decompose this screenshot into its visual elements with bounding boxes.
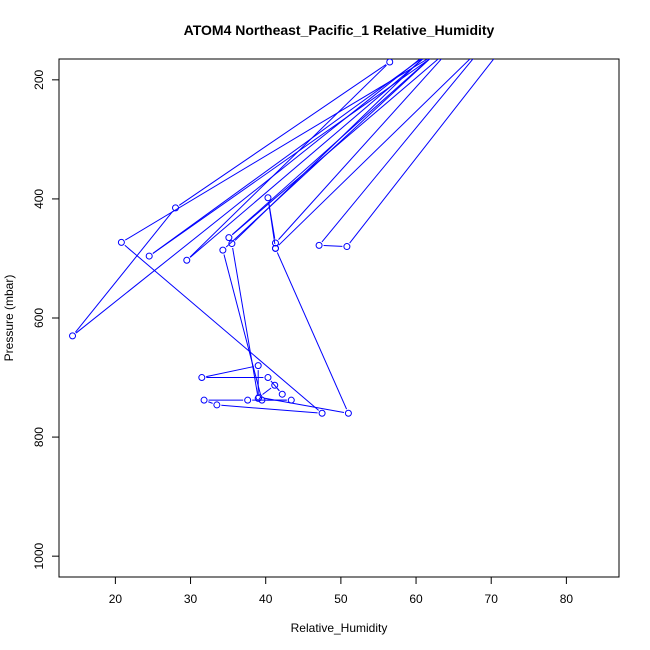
data-point <box>254 394 262 402</box>
y-tick-label: 600 <box>32 308 46 328</box>
data-point <box>117 238 125 246</box>
series-line-segment <box>268 202 276 239</box>
x-axis: 20 30 40 50 60 70 80 <box>109 577 574 606</box>
y-tick-label: 1000 <box>32 542 46 569</box>
data-point <box>264 194 272 202</box>
y-tick-label: 800 <box>32 427 46 447</box>
data-point <box>219 246 227 254</box>
data-point <box>255 393 263 401</box>
series-line-segment <box>278 59 471 246</box>
series-line-segment <box>231 59 439 236</box>
data-point <box>343 243 351 251</box>
x-tick-label: 60 <box>409 592 423 606</box>
series-line-segment <box>323 245 343 247</box>
data-point <box>449 44 455 50</box>
series-line-segment <box>263 397 345 413</box>
series-line-segment <box>206 366 254 378</box>
data-point <box>213 401 221 409</box>
data-point <box>198 374 206 382</box>
data-point <box>69 332 77 340</box>
data-point <box>271 244 279 252</box>
data-point <box>271 381 279 389</box>
y-tick-label: 400 <box>32 189 46 209</box>
series-line-segment <box>349 59 495 244</box>
series-line-segment <box>124 244 319 411</box>
series-line-segment <box>152 59 422 254</box>
series-line-segment <box>74 211 174 333</box>
x-tick-label: 70 <box>485 592 499 606</box>
x-tick-label: 20 <box>109 592 123 606</box>
series-line-segment <box>75 59 421 334</box>
series-line-segment <box>262 387 272 395</box>
data-point <box>482 41 488 47</box>
series-line-segment <box>189 59 424 258</box>
series-line-segment <box>223 254 262 396</box>
series-line-segment <box>277 388 280 392</box>
x-tick-label: 50 <box>334 592 348 606</box>
data-point <box>200 396 208 404</box>
data-point <box>225 234 233 242</box>
data-point <box>344 409 352 417</box>
data-point <box>507 35 513 41</box>
data-point <box>254 362 262 370</box>
x-tick-label: 30 <box>184 592 198 606</box>
plot-area <box>69 35 513 417</box>
data-point <box>386 59 394 66</box>
series-line-segment <box>189 64 387 258</box>
y-axis: 200 400 600 800 1000 <box>32 70 59 570</box>
y-axis-label: Pressure (mbar) <box>2 275 16 362</box>
data-point <box>428 47 434 53</box>
plot-frame <box>58 58 620 578</box>
data-point <box>228 240 236 248</box>
data-point <box>278 390 286 398</box>
data-point <box>436 47 442 53</box>
x-tick-label: 80 <box>560 592 574 606</box>
series-line-segment <box>208 401 213 404</box>
x-axis-label: Relative_Humidity <box>291 621 388 635</box>
data-point <box>315 241 323 249</box>
x-tick-label: 40 <box>259 592 273 606</box>
data-point <box>264 374 272 382</box>
data-point <box>439 47 445 53</box>
data-point <box>145 252 153 260</box>
data-point <box>318 409 326 417</box>
series-line-segment <box>321 59 474 243</box>
data-point <box>430 47 436 53</box>
series-line-segment <box>278 59 443 240</box>
series-line-segment <box>276 252 348 410</box>
series-line-segment <box>234 59 423 241</box>
data-point <box>183 256 191 264</box>
data-point <box>172 204 180 212</box>
y-tick-label: 200 <box>32 70 46 90</box>
series-line-segment <box>232 247 258 395</box>
data-point <box>287 396 295 404</box>
series-line-segment <box>178 64 387 206</box>
data-point <box>244 396 252 404</box>
series-line-segment <box>221 404 318 414</box>
data-point <box>271 239 279 247</box>
chart-title: ATOM4 Northeast_Pacific_1 Relative_Humid… <box>184 22 495 38</box>
